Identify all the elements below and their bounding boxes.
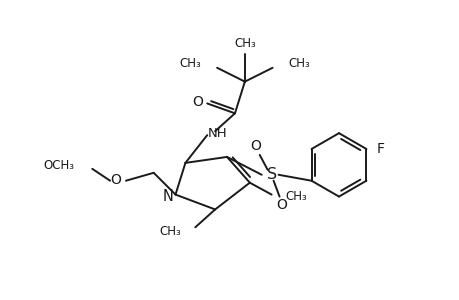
Text: N: N <box>162 189 173 204</box>
Text: CH₃: CH₃ <box>159 225 181 238</box>
Text: CH₃: CH₃ <box>288 57 309 70</box>
Text: S: S <box>266 167 276 182</box>
Text: CH₃: CH₃ <box>285 190 307 203</box>
Text: O: O <box>110 173 121 187</box>
Text: O: O <box>275 199 286 212</box>
Text: CH₃: CH₃ <box>234 38 255 50</box>
Text: OCH₃: OCH₃ <box>43 159 74 172</box>
Text: CH₃: CH₃ <box>179 57 201 70</box>
Text: O: O <box>250 139 261 153</box>
Text: F: F <box>375 142 383 156</box>
Text: O: O <box>191 95 202 110</box>
Text: NH: NH <box>207 127 226 140</box>
